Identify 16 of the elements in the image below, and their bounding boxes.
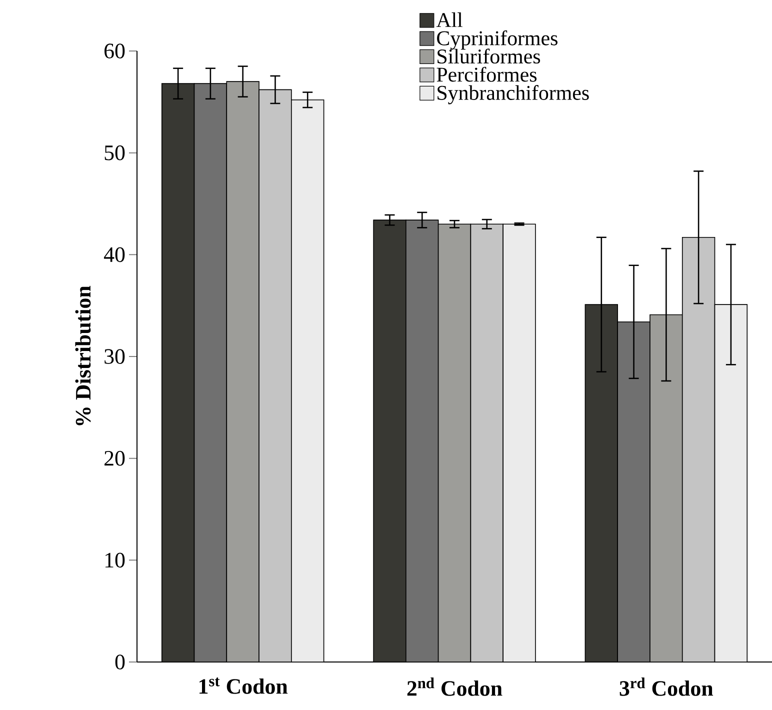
y-tick-label: 40 — [104, 247, 125, 262]
legend-label: All — [436, 12, 462, 27]
y-axis-title: % Distribution — [75, 286, 91, 426]
x-tick-label: 3$^{rd}$ Codon — [620, 678, 714, 696]
legend-label: Cypriniformes — [437, 30, 558, 50]
x-tick-label: 1$^{st}$ Codon — [200, 678, 288, 694]
y-tick-label: 50 — [104, 145, 125, 160]
y-tick-label: 60 — [104, 44, 125, 58]
legend-label: Synbranchiformes — [438, 85, 589, 104]
legend-label: Perciformes — [436, 66, 537, 82]
legend-label: Siluriformes — [438, 48, 540, 64]
y-tick-label: 0 — [115, 654, 125, 670]
y-tick-label: 30 — [104, 349, 125, 364]
y-tick-label: 10 — [105, 552, 125, 568]
x-tick-label: 2$^{nd}$ Codon — [407, 678, 502, 696]
y-tick-label: 20 — [104, 450, 125, 466]
